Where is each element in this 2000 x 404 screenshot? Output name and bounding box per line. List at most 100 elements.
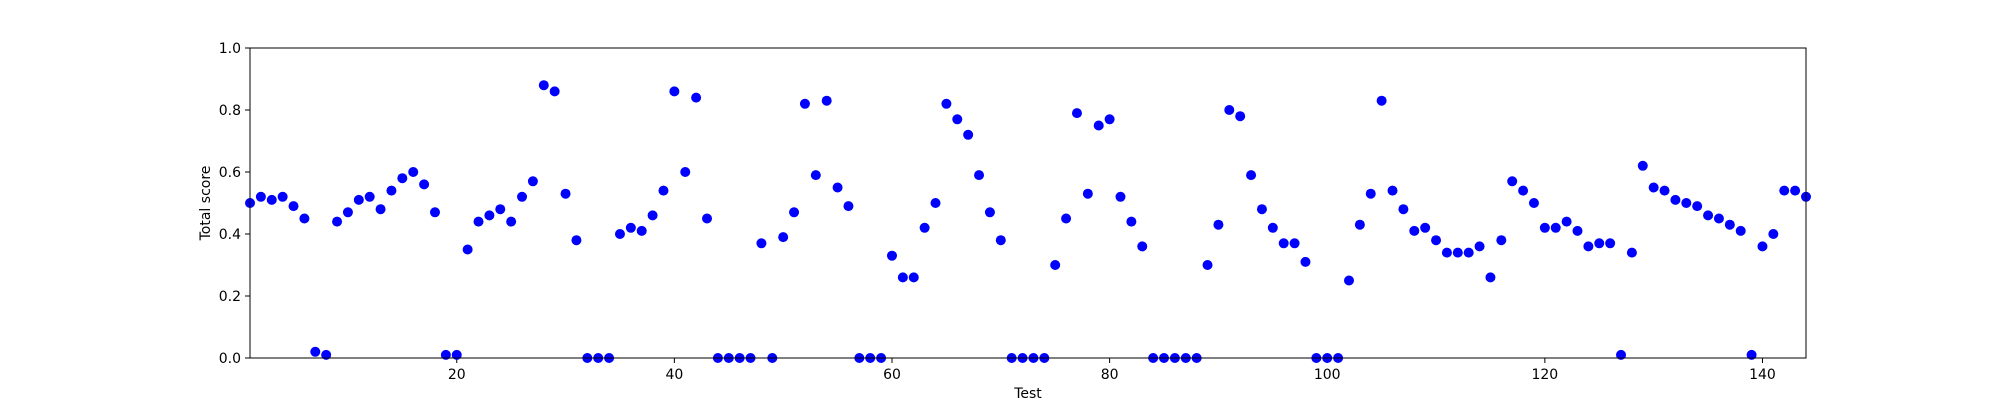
data-point [1496,235,1507,246]
data-point [919,222,930,233]
x-tick-label: 40 [665,367,683,383]
data-point [963,129,974,140]
data-point [462,244,473,255]
x-axis-label: Test [1013,386,1042,400]
data-point [1518,185,1529,196]
data-point [1398,204,1409,215]
x-axis-ticks: 20 40 60 80 100 120 140 [448,358,1776,383]
plot-frame [249,47,1807,359]
data-point [1594,238,1605,249]
data-point [386,185,397,196]
data-point [1354,219,1365,230]
y-tick-label: 0.6 [219,165,241,181]
y-tick-label: 0.2 [219,289,241,305]
data-point [1115,191,1126,202]
data-point [310,346,321,357]
data-point [1409,225,1420,236]
data-point [1550,222,1561,233]
y-tick-label: 0.8 [219,103,241,119]
data-point [886,250,897,261]
data-point [1605,238,1616,249]
data-point [1104,114,1115,125]
data-point [1735,225,1746,236]
data-point [1463,247,1474,258]
data-point [1093,120,1104,131]
data-point [375,204,386,215]
data-point [1071,108,1082,119]
x-tick-label: 140 [1749,367,1776,383]
data-point [1431,235,1442,246]
data-point [843,201,854,212]
data-point [1126,216,1137,227]
data-point [1713,213,1724,224]
data-point [1779,185,1790,196]
data-point [1137,241,1148,252]
data-point [1474,241,1485,252]
data-point [1692,201,1703,212]
x-tick-label: 120 [1531,367,1558,383]
y-tick-label: 0.4 [219,227,241,243]
data-point [1246,170,1257,181]
data-point [636,225,647,236]
data-point [1365,188,1376,199]
data-point [408,167,419,177]
data-point [952,114,963,125]
y-axis-ticks: 0.0 0.2 0.4 0.6 0.8 1.0 [219,41,250,367]
data-point [691,92,702,103]
data-point [266,194,277,205]
data-point [778,232,789,243]
data-point [1659,185,1670,196]
data-point [1061,213,1072,224]
data-point [1376,95,1387,106]
data-point [429,207,440,218]
data-point [353,194,364,205]
data-point [1387,185,1398,196]
data-point [984,207,995,218]
x-tick-label: 80 [1101,367,1119,383]
data-point [1082,188,1093,199]
data-point [1300,256,1311,267]
data-point [1452,247,1463,258]
data-point [299,213,310,224]
data-point [1224,105,1235,115]
data-point [1561,216,1572,227]
data-point [473,216,484,227]
data-point [1343,275,1354,286]
data-point [1289,238,1300,249]
data-point [832,182,843,193]
data-point [517,191,528,202]
data-point [1256,204,1267,215]
data-point [625,222,636,233]
data-point [560,188,571,199]
data-point [364,191,375,202]
data-point [1050,260,1061,270]
data-point [658,185,669,196]
y-axis-label: Total score [198,166,214,242]
data-point [419,179,430,190]
data-point [1746,349,1757,360]
x-tick-label: 60 [883,367,901,383]
data-point [1681,198,1692,208]
data-point [1648,182,1659,193]
data-point [342,207,353,218]
data-point [506,216,517,227]
data-point [1703,210,1714,221]
data-point [669,86,680,97]
data-point [332,216,343,227]
x-tick-label: 100 [1314,367,1341,383]
data-point [1670,194,1681,205]
data-point [1768,229,1779,239]
x-tick-label: 20 [448,367,466,383]
data-point [647,210,658,221]
data-point [974,170,985,181]
data-point [451,349,462,360]
data-point [1616,349,1627,360]
y-tick-label: 0.0 [219,351,241,367]
data-point [930,198,941,208]
data-point [1235,111,1246,122]
data-point [1757,241,1768,252]
data-point [799,98,810,109]
data-point [440,349,451,360]
data-point [495,204,506,215]
data-point [1539,222,1550,233]
